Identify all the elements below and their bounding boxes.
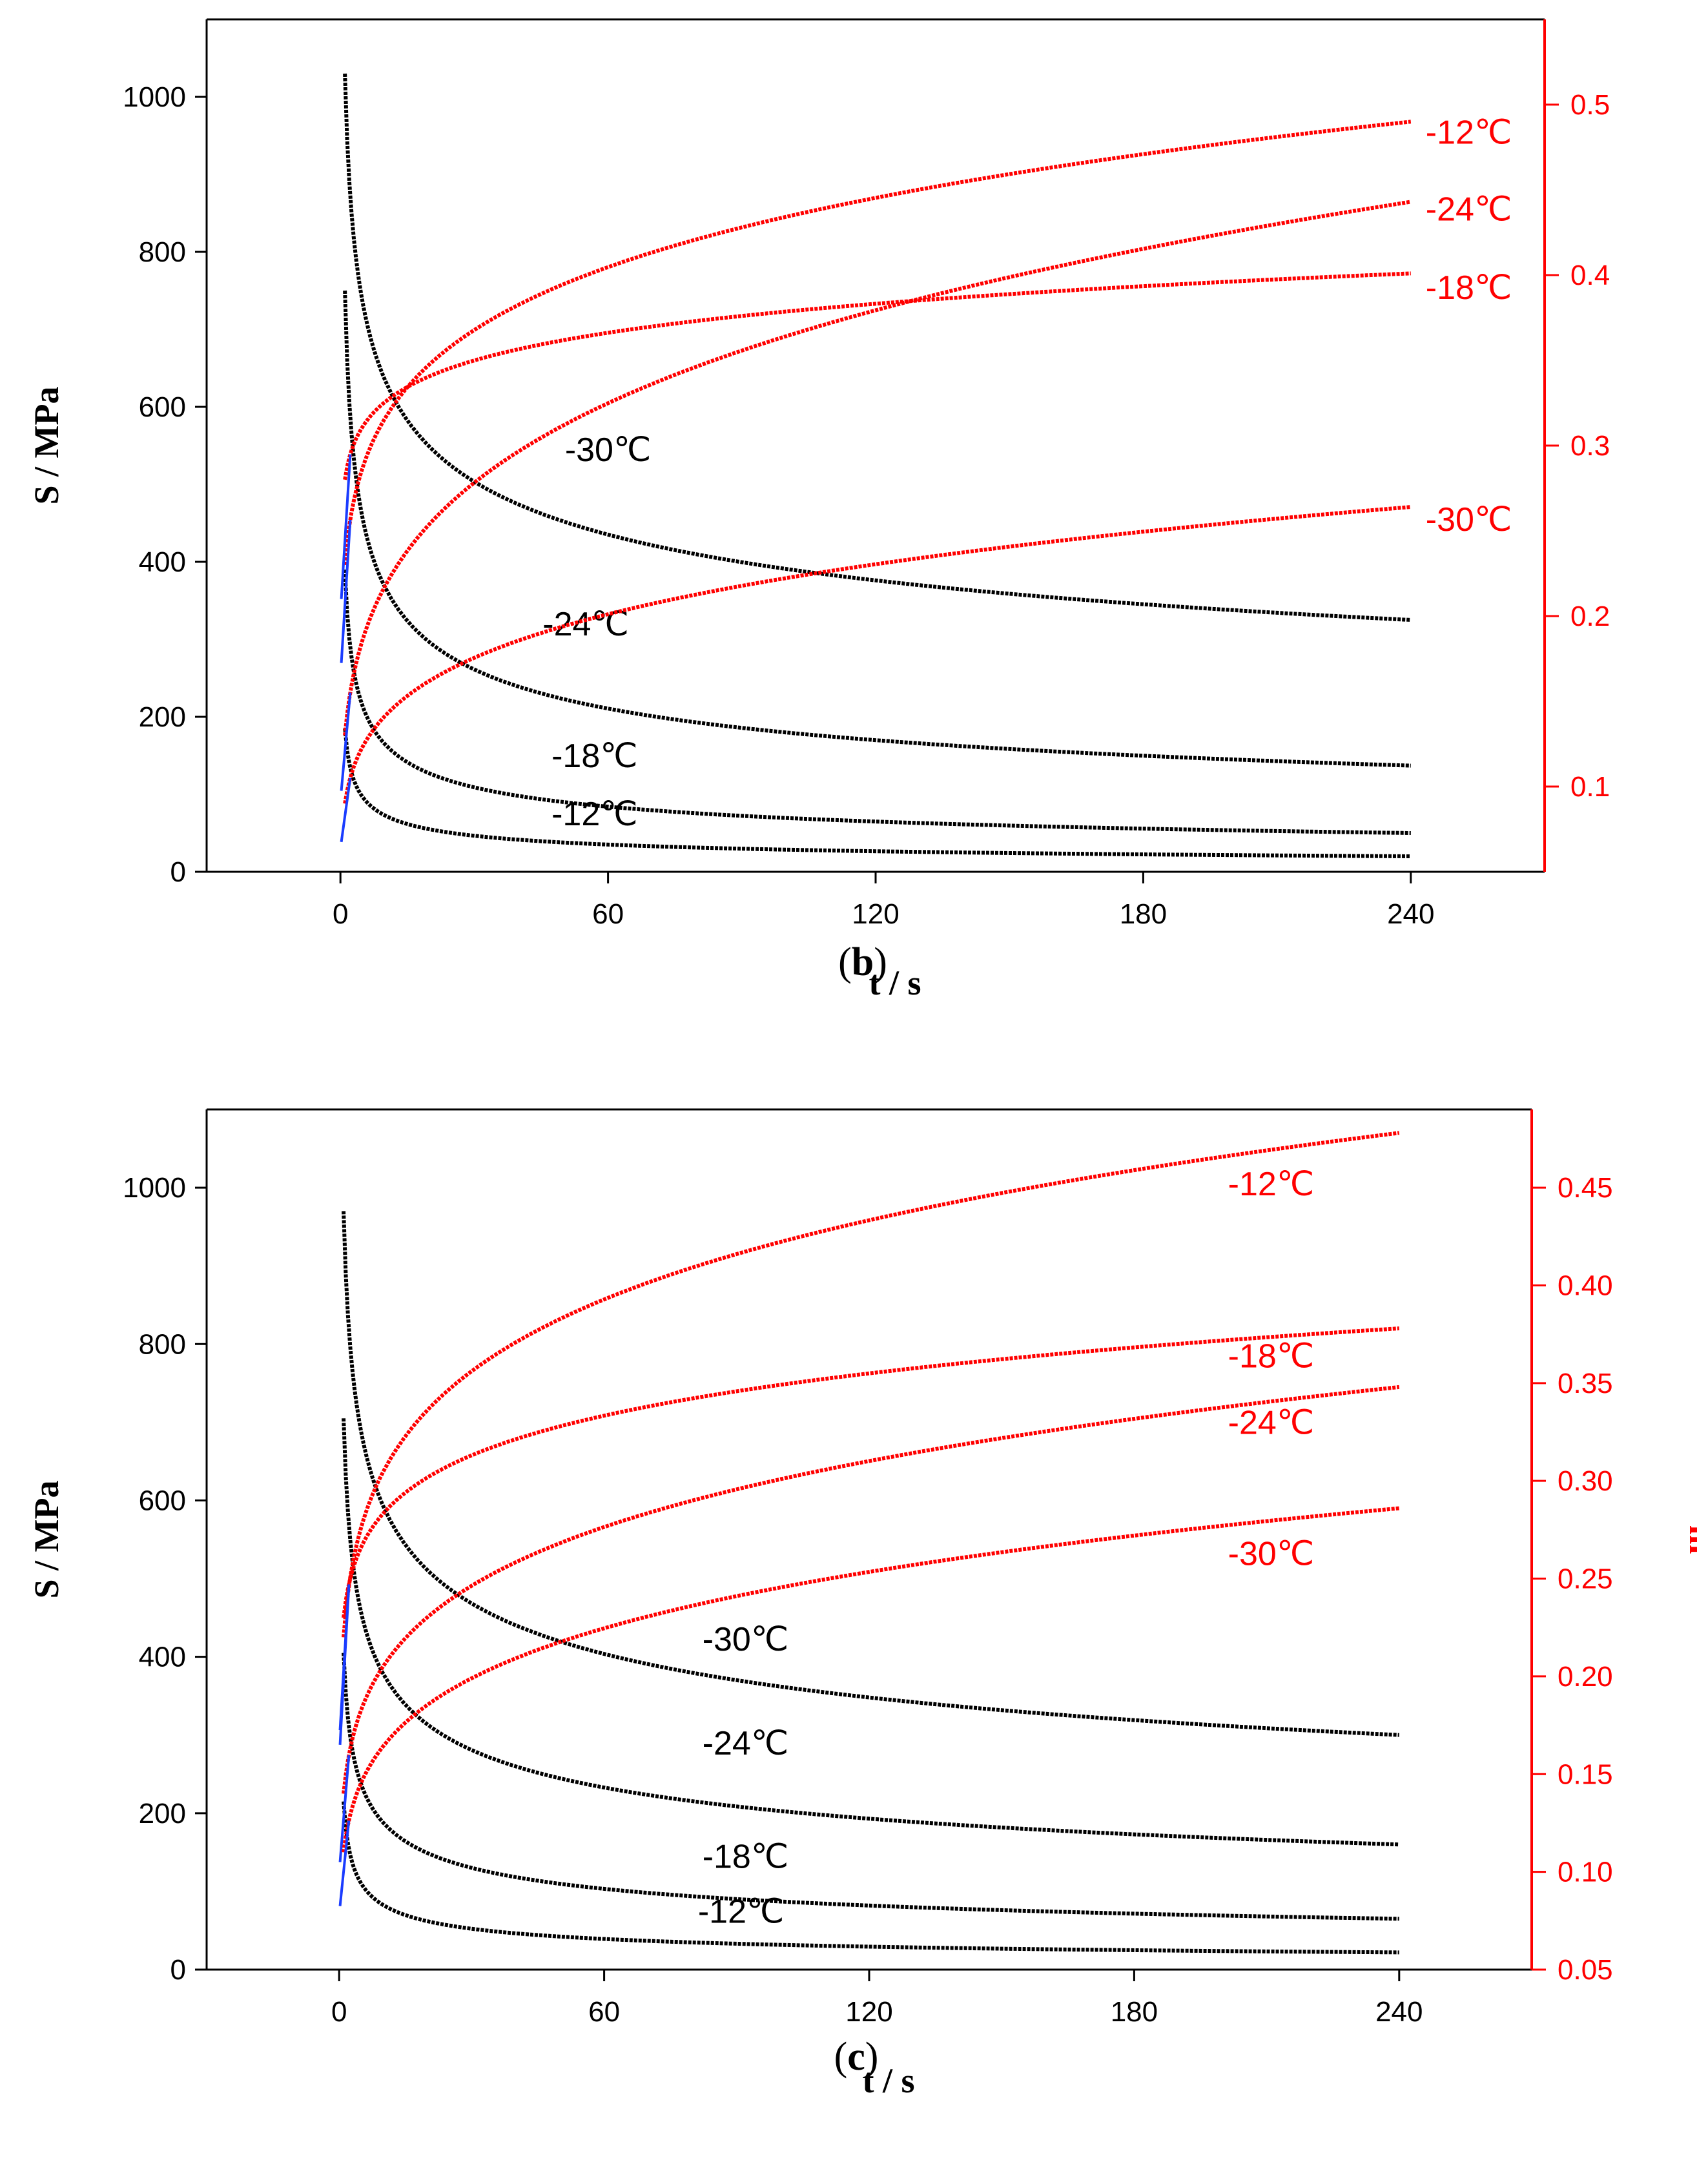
- stress-curve-label: -12℃: [551, 796, 638, 833]
- stress-curve--12℃: [343, 728, 1411, 858]
- m-curve-label: -30℃: [1426, 501, 1512, 539]
- y-tick-label: 0: [170, 1954, 186, 1986]
- panel-label-letter: c: [847, 2035, 865, 2079]
- y2-tick-label: 0.5: [1570, 89, 1610, 121]
- stress-curve--30℃: [343, 73, 1411, 622]
- m-curve-label: -24℃: [1228, 1405, 1315, 1442]
- x-tick-label: 240: [1375, 1996, 1423, 2028]
- m-curve-label: -18℃: [1426, 269, 1512, 307]
- stress-curve-label: -18℃: [551, 737, 638, 775]
- x-tick-label: 0: [333, 898, 348, 930]
- stress-curve--18℃: [343, 569, 1411, 835]
- m-curve--12℃: [342, 1131, 1400, 1638]
- stress-curve-label: -30℃: [565, 431, 652, 469]
- m-curve--24℃: [342, 1385, 1400, 1794]
- m-fit-segment: [340, 519, 352, 663]
- panel-label-letter: b: [852, 940, 874, 984]
- m-fit-segment: [340, 692, 352, 791]
- m-fit-segment: [338, 1755, 351, 1862]
- y-tick-label: 400: [139, 1642, 186, 1673]
- m-curve-label: -24℃: [1426, 191, 1512, 229]
- m-fit-segment: [338, 1820, 351, 1906]
- panel-label: (c): [834, 2035, 879, 2079]
- x-tick-label: 60: [592, 898, 624, 930]
- chart-panel-c: 0 60 120 180 240 0 200 400 600 800 1000 0.05 0.10 0.1…: [27, 1108, 1697, 2100]
- y2-tick-label: 0.4: [1570, 260, 1610, 291]
- y2-tick-label: 0.45: [1558, 1172, 1613, 1204]
- y-axis-title: S / MPa: [27, 1481, 66, 1599]
- y2-tick-label: 0.30: [1558, 1465, 1613, 1497]
- chart-panel-b: 0 60 120 180 240 0 200 400 600 800 1000 0.1 0.2 0.3 0.…: [27, 18, 1697, 1002]
- stress-curve--24℃: [342, 1418, 1399, 1847]
- y2-tick-label: 0.40: [1558, 1270, 1613, 1301]
- y-tick-label: 600: [139, 1485, 186, 1516]
- y-axis-title: S / MPa: [27, 387, 66, 505]
- y-tick-label: 400: [139, 546, 186, 578]
- m-fit-segment: [338, 1584, 351, 1731]
- y2-tick-label: 0.05: [1558, 1954, 1613, 1986]
- y2-tick-label: 0.3: [1570, 430, 1610, 462]
- panel-label-close: ): [874, 940, 887, 984]
- y-tick-label: 0: [170, 856, 186, 888]
- y-tick-label: 1000: [123, 1172, 186, 1204]
- y-tick-label: 200: [139, 1798, 186, 1829]
- stress-curve-label: -24℃: [703, 1725, 789, 1762]
- panel-label-close: ): [865, 2035, 879, 2079]
- y-tick-label: 800: [139, 236, 186, 268]
- panel-label-open: (: [834, 2035, 848, 2079]
- y-tick-label: 200: [139, 701, 186, 733]
- m-fit-segment: [340, 454, 352, 599]
- x-tick-label: 120: [845, 1996, 892, 2028]
- y2-tick-label: 0.25: [1558, 1563, 1613, 1595]
- m-curve-label: -12℃: [1228, 1166, 1315, 1203]
- m-curve--12℃: [343, 119, 1412, 566]
- y2-tick-label: 0.35: [1558, 1368, 1613, 1399]
- y-tick-label: 600: [139, 391, 186, 423]
- stress-curve--30℃: [342, 1211, 1399, 1737]
- stress-curve-label: -18℃: [703, 1839, 789, 1876]
- m-curve-label: -30℃: [1228, 1535, 1315, 1572]
- stress-curve-label: -30℃: [703, 1621, 789, 1658]
- x-tick-label: 180: [1120, 898, 1167, 930]
- m-curve--24℃: [343, 200, 1412, 736]
- stress-curve-label: -12℃: [698, 1893, 785, 1930]
- m-fit-segment: [340, 778, 352, 843]
- m-curve-label: -18℃: [1228, 1338, 1315, 1375]
- x-axis-title: t / s: [869, 963, 921, 1002]
- y2-tick-label: 0.2: [1570, 601, 1610, 632]
- stress-curve--24℃: [343, 290, 1411, 768]
- x-tick-label: 120: [852, 898, 899, 930]
- panel-label-open: (: [838, 940, 852, 984]
- m-curve-label: -12℃: [1426, 114, 1512, 152]
- y-tick-label: 1000: [123, 81, 186, 113]
- y2-axis-title: m: [1695, 431, 1697, 460]
- y2-axis-title: m: [1682, 1525, 1697, 1554]
- x-tick-label: 240: [1387, 898, 1434, 930]
- y2-tick-label: 0.20: [1558, 1661, 1613, 1693]
- y2-tick-label: 0.1: [1570, 771, 1610, 803]
- m-curve--30℃: [343, 505, 1412, 804]
- stress-curve--12℃: [342, 1801, 1399, 1955]
- x-tick-label: 180: [1111, 1996, 1158, 2028]
- x-tick-label: 0: [331, 1996, 347, 2028]
- x-axis-title: t / s: [863, 2061, 915, 2100]
- y-tick-label: 800: [139, 1328, 186, 1360]
- m-curve--30℃: [342, 1506, 1400, 1853]
- y2-tick-label: 0.15: [1558, 1758, 1613, 1790]
- stress-curve--18℃: [342, 1653, 1399, 1921]
- x-tick-label: 60: [588, 1996, 620, 2028]
- y2-tick-label: 0.10: [1558, 1857, 1613, 1888]
- panel-label: (b): [838, 940, 887, 984]
- m-curve--18℃: [343, 271, 1411, 480]
